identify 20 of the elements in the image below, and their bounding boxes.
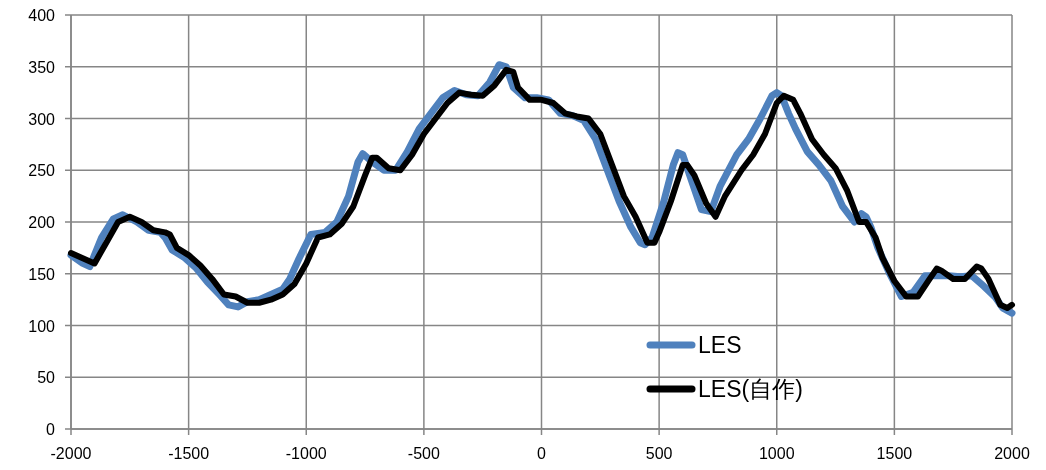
xtick: 0: [537, 445, 546, 462]
ytick: 100: [28, 317, 55, 335]
ytick: 250: [28, 162, 55, 180]
xtick: 500: [645, 445, 673, 462]
ytick: 0: [46, 421, 55, 438]
xtick: 2000: [994, 445, 1030, 462]
xtick: -1500: [168, 445, 210, 462]
ytick: 50: [37, 369, 55, 387]
ytick: 300: [28, 110, 55, 128]
ytick: 400: [28, 7, 55, 24]
ytick: 200: [28, 214, 55, 231]
xtick: -2000: [50, 445, 92, 462]
legend-label: LES: [698, 332, 742, 358]
xtick: -1000: [285, 445, 327, 462]
xtick: 1500: [876, 445, 913, 462]
xtick: -500: [407, 445, 440, 462]
xtick: 1000: [758, 445, 795, 462]
ytick: 150: [28, 265, 55, 283]
legend-label: LES(自作): [698, 376, 803, 402]
ytick: 350: [28, 58, 55, 76]
